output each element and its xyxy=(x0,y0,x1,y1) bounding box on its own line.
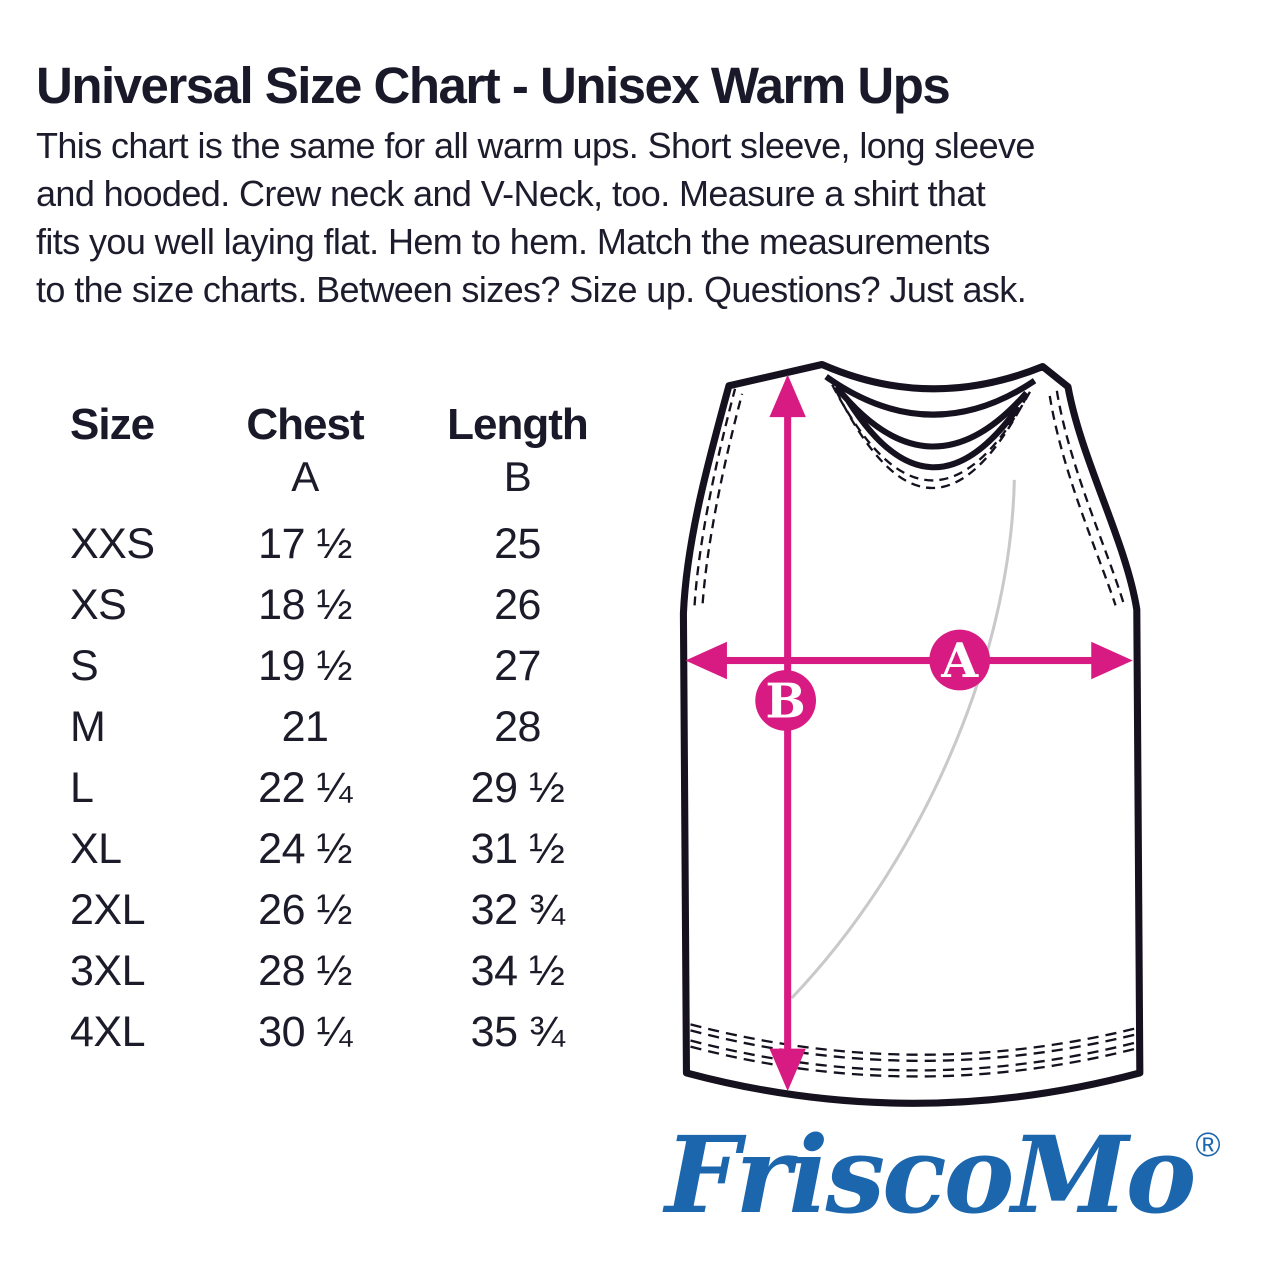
neck-stitch-line xyxy=(835,390,1028,490)
chest-value: 18 ½ xyxy=(258,581,352,629)
armhole-stitch-line xyxy=(693,388,737,606)
column-header-size: Size xyxy=(70,400,155,449)
hem-stitch-line xyxy=(690,1045,1137,1078)
armhole-stitch-line xyxy=(701,393,744,604)
size-value: 2XL xyxy=(70,886,146,934)
hem-stitch-line xyxy=(690,1023,1137,1056)
neck-stitch-line xyxy=(831,384,1032,482)
size-value: L xyxy=(70,764,94,812)
subheader-chest-a: A xyxy=(291,453,319,500)
table-row: S 19 ½ 27 xyxy=(70,636,630,697)
front-neck-line xyxy=(845,399,1021,471)
subheader-length-b: B xyxy=(503,453,532,500)
description-line: This chart is the same for all warm ups.… xyxy=(36,125,1035,166)
armhole-stitch-line xyxy=(1048,395,1117,606)
description-line: to the size charts. Between sizes? Size … xyxy=(36,269,1027,310)
size-value: 3XL xyxy=(70,947,146,995)
table-row: XXS 17 ½ 25 xyxy=(70,514,630,575)
back-neck-line xyxy=(833,384,1029,450)
chest-value: 19 ½ xyxy=(258,642,352,690)
table-row: M 21 28 xyxy=(70,697,630,758)
fabric-crease-line xyxy=(790,479,1016,1000)
length-value: 26 xyxy=(494,581,541,629)
table-row: XL 24 ½ 31 ½ xyxy=(70,819,630,880)
chest-value: 28 ½ xyxy=(258,947,352,995)
length-value: 29 ½ xyxy=(470,764,565,812)
length-value: 28 xyxy=(494,703,541,751)
length-value: 25 xyxy=(494,520,541,568)
chest-value: 24 ½ xyxy=(258,825,352,873)
table-subheader-row: A B xyxy=(70,452,630,502)
chest-measure-arrow xyxy=(685,641,1133,680)
svg-text:A: A xyxy=(940,633,979,689)
length-value: 34 ½ xyxy=(470,947,565,995)
hem-stitch-line xyxy=(690,1039,1137,1072)
hem-stitch-line xyxy=(690,1029,1137,1062)
table-row: L 22 ¼ 29 ½ xyxy=(70,758,630,819)
chest-value: 17 ½ xyxy=(258,520,352,568)
tank-top-outline xyxy=(679,360,1144,1107)
description-paragraph: This chart is the same for all warm ups.… xyxy=(36,122,1216,314)
armhole-stitch-line xyxy=(1055,390,1125,604)
length-value: 31 ½ xyxy=(470,825,565,873)
size-value: M xyxy=(70,703,106,751)
column-header-chest: Chest xyxy=(246,400,364,449)
chest-value: 30 ¼ xyxy=(258,1008,352,1056)
table-row: 3XL 28 ½ 34 ½ xyxy=(70,941,630,1002)
size-table: Size Chest Length A B XXS 17 ½ 25 XS 18 … xyxy=(70,398,630,1063)
friscomo-logo: FriscoMo® xyxy=(665,1112,1221,1237)
description-line: and hooded. Crew neck and V-Neck, too. M… xyxy=(36,173,986,214)
collar-band-line xyxy=(824,374,1037,418)
length-marker-badge: B xyxy=(755,670,816,731)
page-title: Universal Size Chart - Unisex Warm Ups xyxy=(36,57,951,114)
table-header-row: Size Chest Length xyxy=(70,398,630,452)
registered-trademark-icon: ® xyxy=(1195,1126,1221,1164)
chest-value: 21 xyxy=(281,703,329,751)
chest-value: 22 ¼ xyxy=(258,764,352,812)
table-row: XS 18 ½ 26 xyxy=(70,575,630,636)
table-row: 2XL 26 ½ 32 ¾ xyxy=(70,880,630,941)
table-row: 4XL 30 ¼ 35 ¾ xyxy=(70,1002,630,1063)
length-value: 32 ¾ xyxy=(470,886,565,934)
size-value: XXS xyxy=(70,520,155,568)
chest-value: 26 ½ xyxy=(258,886,352,934)
size-value: 4XL xyxy=(70,1008,146,1056)
friscomo-logo-text: FriscoMo xyxy=(665,1112,1196,1237)
chest-marker-badge: A xyxy=(929,629,991,691)
length-measure-arrow xyxy=(769,374,806,1092)
length-value: 35 ¾ xyxy=(470,1008,565,1056)
length-value: 27 xyxy=(494,642,541,690)
size-value: S xyxy=(70,642,99,690)
description-line: fits you well laying flat. Hem to hem. M… xyxy=(36,221,990,262)
size-value: XS xyxy=(70,581,127,629)
tank-top-measurement-diagram: A B xyxy=(679,360,1144,1107)
size-value: XL xyxy=(70,825,122,873)
svg-text:B: B xyxy=(766,674,806,730)
column-header-length: Length xyxy=(447,400,589,449)
